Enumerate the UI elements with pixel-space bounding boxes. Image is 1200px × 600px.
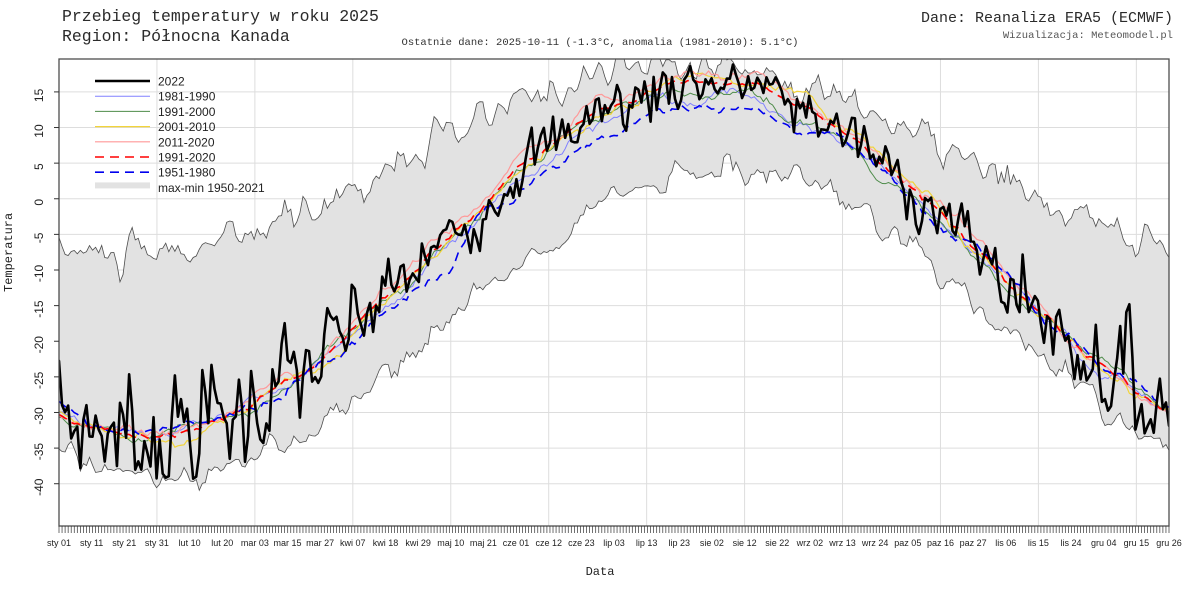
svg-text:-15: -15 (32, 300, 46, 318)
svg-text:paz 16: paz 16 (927, 538, 954, 548)
svg-text:sie 22: sie 22 (765, 538, 789, 548)
svg-text:wrz 24: wrz 24 (861, 538, 889, 548)
svg-text:gru 15: gru 15 (1124, 538, 1150, 548)
svg-text:-30: -30 (32, 407, 46, 425)
svg-text:gru 04: gru 04 (1091, 538, 1117, 548)
svg-text:paz 27: paz 27 (960, 538, 987, 548)
svg-text:kwi 18: kwi 18 (373, 538, 399, 548)
svg-text:sty 11: sty 11 (80, 538, 103, 548)
svg-text:cze 01: cze 01 (503, 538, 530, 548)
svg-text:-40: -40 (32, 478, 46, 496)
svg-text:wrz 02: wrz 02 (796, 538, 824, 548)
svg-text:1991-2020: 1991-2020 (158, 151, 216, 165)
svg-text:0: 0 (32, 199, 46, 206)
svg-text:2001-2010: 2001-2010 (158, 120, 216, 134)
svg-text:lip 23: lip 23 (669, 538, 691, 548)
svg-text:2011-2020: 2011-2020 (158, 135, 215, 149)
svg-text:lut 20: lut 20 (211, 538, 233, 548)
svg-text:maj 10: maj 10 (437, 538, 464, 548)
svg-text:cze 12: cze 12 (535, 538, 562, 548)
svg-text:lis 06: lis 06 (995, 538, 1016, 548)
svg-text:sie 02: sie 02 (700, 538, 724, 548)
svg-text:paz 05: paz 05 (894, 538, 921, 548)
svg-text:wrz 13: wrz 13 (828, 538, 856, 548)
svg-text:lip 03: lip 03 (603, 538, 625, 548)
svg-text:15: 15 (32, 88, 46, 102)
svg-text:1991-2000: 1991-2000 (158, 105, 216, 119)
svg-text:sie 12: sie 12 (733, 538, 757, 548)
svg-text:mar 15: mar 15 (274, 538, 302, 548)
svg-text:sty 31: sty 31 (145, 538, 169, 548)
svg-text:gru 26: gru 26 (1156, 538, 1182, 548)
svg-text:kwi 29: kwi 29 (405, 538, 431, 548)
svg-text:-25: -25 (32, 371, 46, 389)
svg-text:-10: -10 (32, 265, 46, 283)
svg-text:1981-1990: 1981-1990 (158, 90, 216, 104)
svg-text:sty 01: sty 01 (47, 538, 71, 548)
svg-text:5: 5 (32, 163, 46, 170)
svg-text:kwi 07: kwi 07 (340, 538, 366, 548)
svg-text:cze 23: cze 23 (568, 538, 595, 548)
svg-text:mar 27: mar 27 (306, 538, 334, 548)
svg-text:mar 03: mar 03 (241, 538, 269, 548)
svg-text:max-min 1950-2021: max-min 1950-2021 (158, 181, 265, 195)
svg-text:2022: 2022 (158, 75, 185, 89)
svg-text:1951-1980: 1951-1980 (158, 166, 216, 180)
svg-text:lis 24: lis 24 (1061, 538, 1082, 548)
svg-text:lis 15: lis 15 (1028, 538, 1049, 548)
svg-text:-20: -20 (32, 336, 46, 354)
svg-text:lip 13: lip 13 (636, 538, 658, 548)
svg-text:-35: -35 (32, 443, 46, 461)
svg-text:maj 21: maj 21 (470, 538, 497, 548)
svg-text:lut 10: lut 10 (179, 538, 201, 548)
svg-text:sty 21: sty 21 (112, 538, 136, 548)
svg-text:-5: -5 (32, 232, 46, 243)
svg-text:10: 10 (32, 124, 46, 138)
